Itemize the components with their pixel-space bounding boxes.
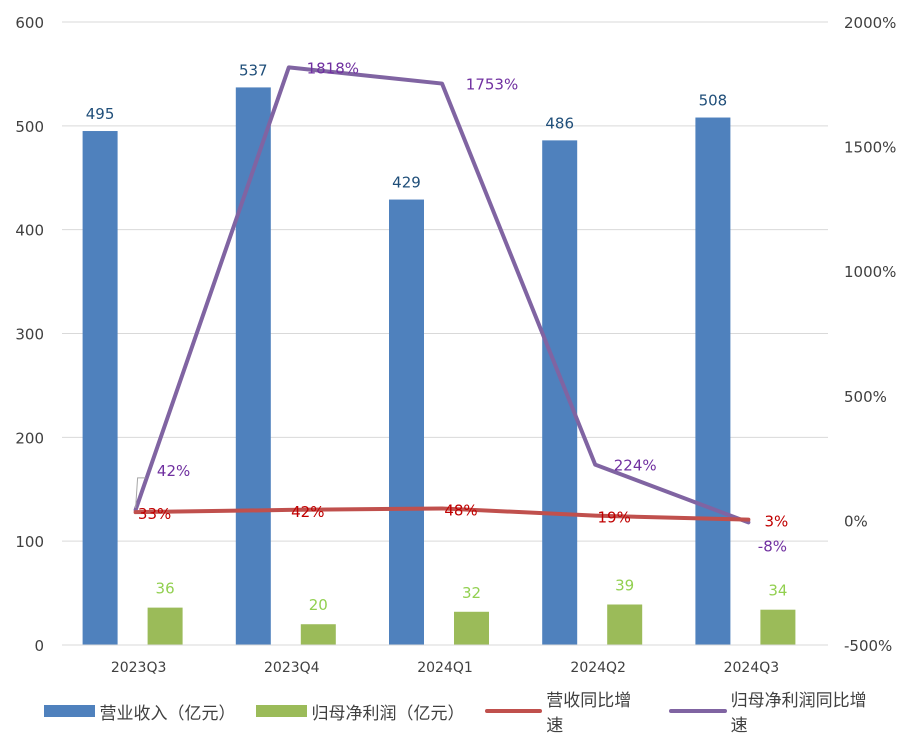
- legend: 营业收入（亿元） 归母净利润（亿元） 营收同比增速 归母净利润同比增速: [44, 691, 904, 736]
- y-right-tick-label: 2000%: [844, 14, 896, 32]
- bar-net-profit: [300, 624, 336, 645]
- line-profit-growth: [133, 65, 751, 525]
- y-left-tick-label: 600: [15, 14, 44, 32]
- bar-revenue: [82, 131, 118, 645]
- legend-item-revenue: 营业收入（亿元）: [44, 699, 236, 724]
- x-tick-label: 2023Q4: [264, 660, 320, 676]
- bar-net-profit: [607, 604, 643, 645]
- y-right-tick-label: -500%: [844, 637, 892, 655]
- bar-net-profit: [760, 609, 796, 645]
- data-labels: 495 36 537 20 429 32 486 39 508 34 33% 42% 48% 19% 3% 4…: [86, 59, 789, 614]
- data-label-net-profit: 34: [768, 582, 787, 600]
- legend-label-revenue-growth: 营收同比增速: [546, 691, 632, 736]
- x-tick-label: 2024Q1: [417, 660, 473, 676]
- line-revenue-growth: [133, 506, 751, 522]
- legend-item-revenue-growth: 营收同比增速: [484, 686, 647, 736]
- x-tick-label: 2024Q3: [724, 660, 780, 676]
- legend-label-profit-growth: 归母净利润同比增速: [730, 691, 867, 736]
- data-label-profit-growth: 1818%: [307, 59, 359, 77]
- data-label-profit-growth: -8%: [758, 537, 787, 555]
- lines: [133, 65, 751, 525]
- data-label-revenue-growth: 3%: [765, 513, 789, 531]
- data-label-profit-growth: 42%: [157, 462, 190, 480]
- y-left-tick-label: 100: [15, 533, 44, 551]
- bar-revenue: [695, 117, 731, 645]
- legend-label-net-profit: 归母净利润（亿元）: [311, 703, 465, 724]
- x-tick-label: 2024Q2: [570, 660, 626, 676]
- data-label-profit-growth: 1753%: [466, 76, 518, 94]
- legend-swatch-revenue: [44, 705, 96, 717]
- y-left-tick-label: 300: [15, 326, 44, 344]
- legend-swatch-net-profit: [256, 705, 308, 717]
- gridlines: [62, 21, 828, 646]
- legend-item-profit-growth: 归母净利润同比增速: [669, 686, 882, 736]
- data-label-revenue: 508: [699, 92, 728, 110]
- data-label-revenue-growth: 19%: [598, 509, 631, 527]
- legend-item-net-profit: 归母净利润（亿元）: [256, 699, 465, 724]
- y-right-tick-label: 1500%: [844, 139, 896, 157]
- data-label-net-profit: 32: [462, 584, 481, 602]
- bars: [82, 87, 796, 646]
- data-label-revenue-growth: 48%: [444, 501, 477, 519]
- data-label-revenue-growth: 42%: [291, 503, 324, 521]
- y-left-tick-label: 400: [15, 222, 44, 240]
- x-tick-label: 2023Q3: [111, 660, 167, 676]
- data-label-net-profit: 36: [156, 580, 175, 598]
- y-left-tick-label: 0: [34, 637, 44, 655]
- data-label-revenue: 495: [86, 105, 115, 123]
- bar-revenue: [389, 199, 424, 645]
- legend-swatch-revenue-growth: [484, 709, 543, 713]
- y-right-tick-label: 500%: [844, 388, 887, 406]
- axes: 0 100 200 300 400 500 600 -500% 0% 500% 1000% 1500%…: [15, 14, 896, 676]
- legend-swatch-profit-growth: [669, 709, 727, 713]
- bar-revenue: [542, 140, 578, 645]
- y-right-tick-label: 1000%: [844, 263, 896, 281]
- bar-net-profit: [454, 611, 489, 645]
- data-label-net-profit: 20: [309, 596, 328, 614]
- bar-revenue: [235, 87, 271, 646]
- legend-label-revenue: 营业收入（亿元）: [99, 703, 236, 724]
- data-label-revenue: 429: [392, 174, 421, 192]
- data-label-revenue: 537: [239, 61, 268, 79]
- data-label-revenue-growth: 33%: [138, 505, 171, 523]
- y-left-tick-label: 200: [15, 429, 44, 447]
- data-label-net-profit: 39: [615, 577, 634, 595]
- y-left-tick-label: 500: [15, 118, 44, 136]
- y-right-tick-label: 0%: [844, 512, 868, 530]
- label-leader-line: [135, 477, 146, 508]
- data-label-revenue: 486: [545, 114, 574, 132]
- bar-net-profit: [147, 607, 183, 645]
- data-label-profit-growth: 224%: [614, 457, 657, 475]
